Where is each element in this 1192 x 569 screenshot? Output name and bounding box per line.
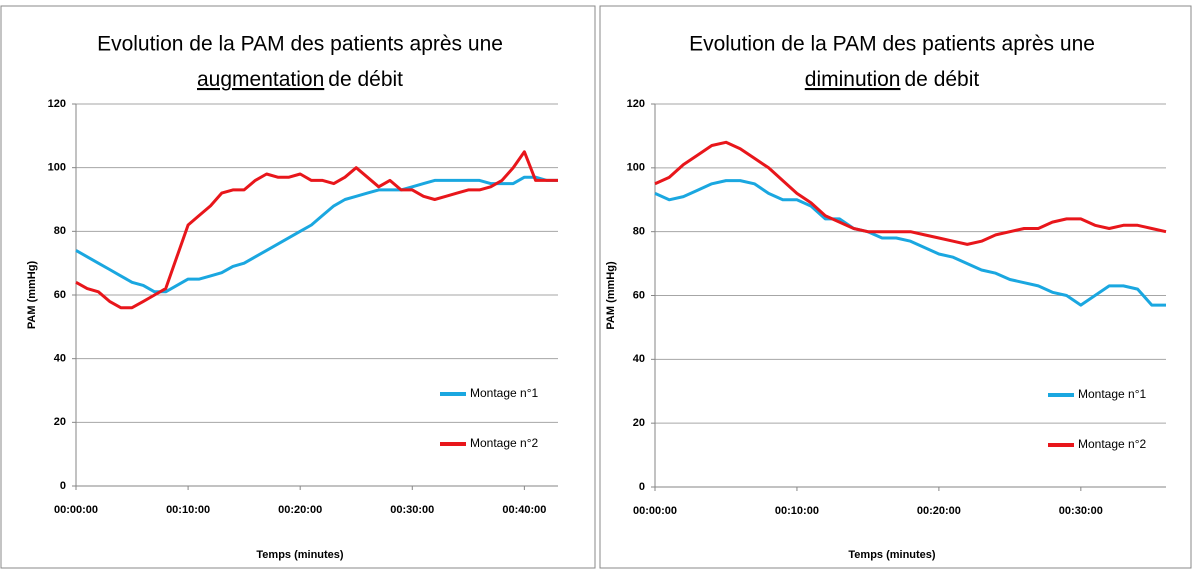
chart-title: augmentation de débit	[197, 68, 403, 91]
line-series	[654, 140, 1167, 246]
x-tick-label: 00:20:00	[917, 505, 961, 517]
legend-label: Montage n°2	[470, 436, 539, 450]
title-rest: de débit	[328, 68, 403, 91]
y-axis-label: PAM (mmHg)	[605, 261, 617, 330]
x-tick-label: 00:40:00	[502, 504, 546, 516]
y-tick-label: 20	[54, 416, 66, 428]
title-emphasis: diminution	[805, 68, 901, 91]
x-axis-label: Temps (minutes)	[256, 549, 344, 561]
line-series	[75, 150, 558, 310]
x-tick-label: 00:10:00	[166, 504, 210, 516]
panel-frame	[599, 5, 1192, 569]
x-tick-label: 00:00:00	[633, 505, 677, 517]
y-tick-label: 20	[633, 417, 645, 429]
y-tick-label: 120	[48, 98, 66, 110]
legend-label: Montage n°1	[1078, 387, 1147, 401]
y-tick-label: 100	[48, 162, 66, 174]
y-tick-label: 0	[639, 481, 645, 493]
x-tick-label: 00:10:00	[775, 505, 819, 517]
y-tick-label: 80	[54, 225, 66, 237]
y-tick-label: 60	[54, 289, 66, 301]
x-tick-label: 00:00:00	[54, 504, 98, 516]
y-tick-label: 40	[54, 353, 66, 365]
x-axis-label: Temps (minutes)	[848, 549, 936, 561]
x-tick-label: 00:30:00	[1059, 505, 1103, 517]
y-tick-label: 120	[627, 98, 645, 110]
chart-title: Evolution de la PAM des patients après u…	[689, 33, 1095, 56]
y-tick-label: 80	[633, 226, 645, 238]
y-tick-label: 100	[627, 162, 645, 174]
y-axis-label: PAM (mmHg)	[26, 261, 38, 330]
legend-label: Montage n°2	[1078, 437, 1147, 451]
y-tick-label: 60	[633, 289, 645, 301]
chart-title: Evolution de la PAM des patients après u…	[97, 33, 503, 56]
legend-label: Montage n°1	[470, 386, 539, 400]
line-series	[75, 175, 558, 294]
title-emphasis: augmentation	[197, 68, 324, 91]
y-tick-label: 0	[60, 480, 66, 492]
title-rest: de débit	[905, 68, 980, 91]
line-series	[654, 179, 1166, 307]
panel-frame	[0, 5, 596, 569]
x-tick-label: 00:20:00	[278, 504, 322, 516]
chart-title: diminution de débit	[805, 68, 980, 91]
y-tick-label: 40	[633, 353, 645, 365]
x-tick-label: 00:30:00	[390, 504, 434, 516]
